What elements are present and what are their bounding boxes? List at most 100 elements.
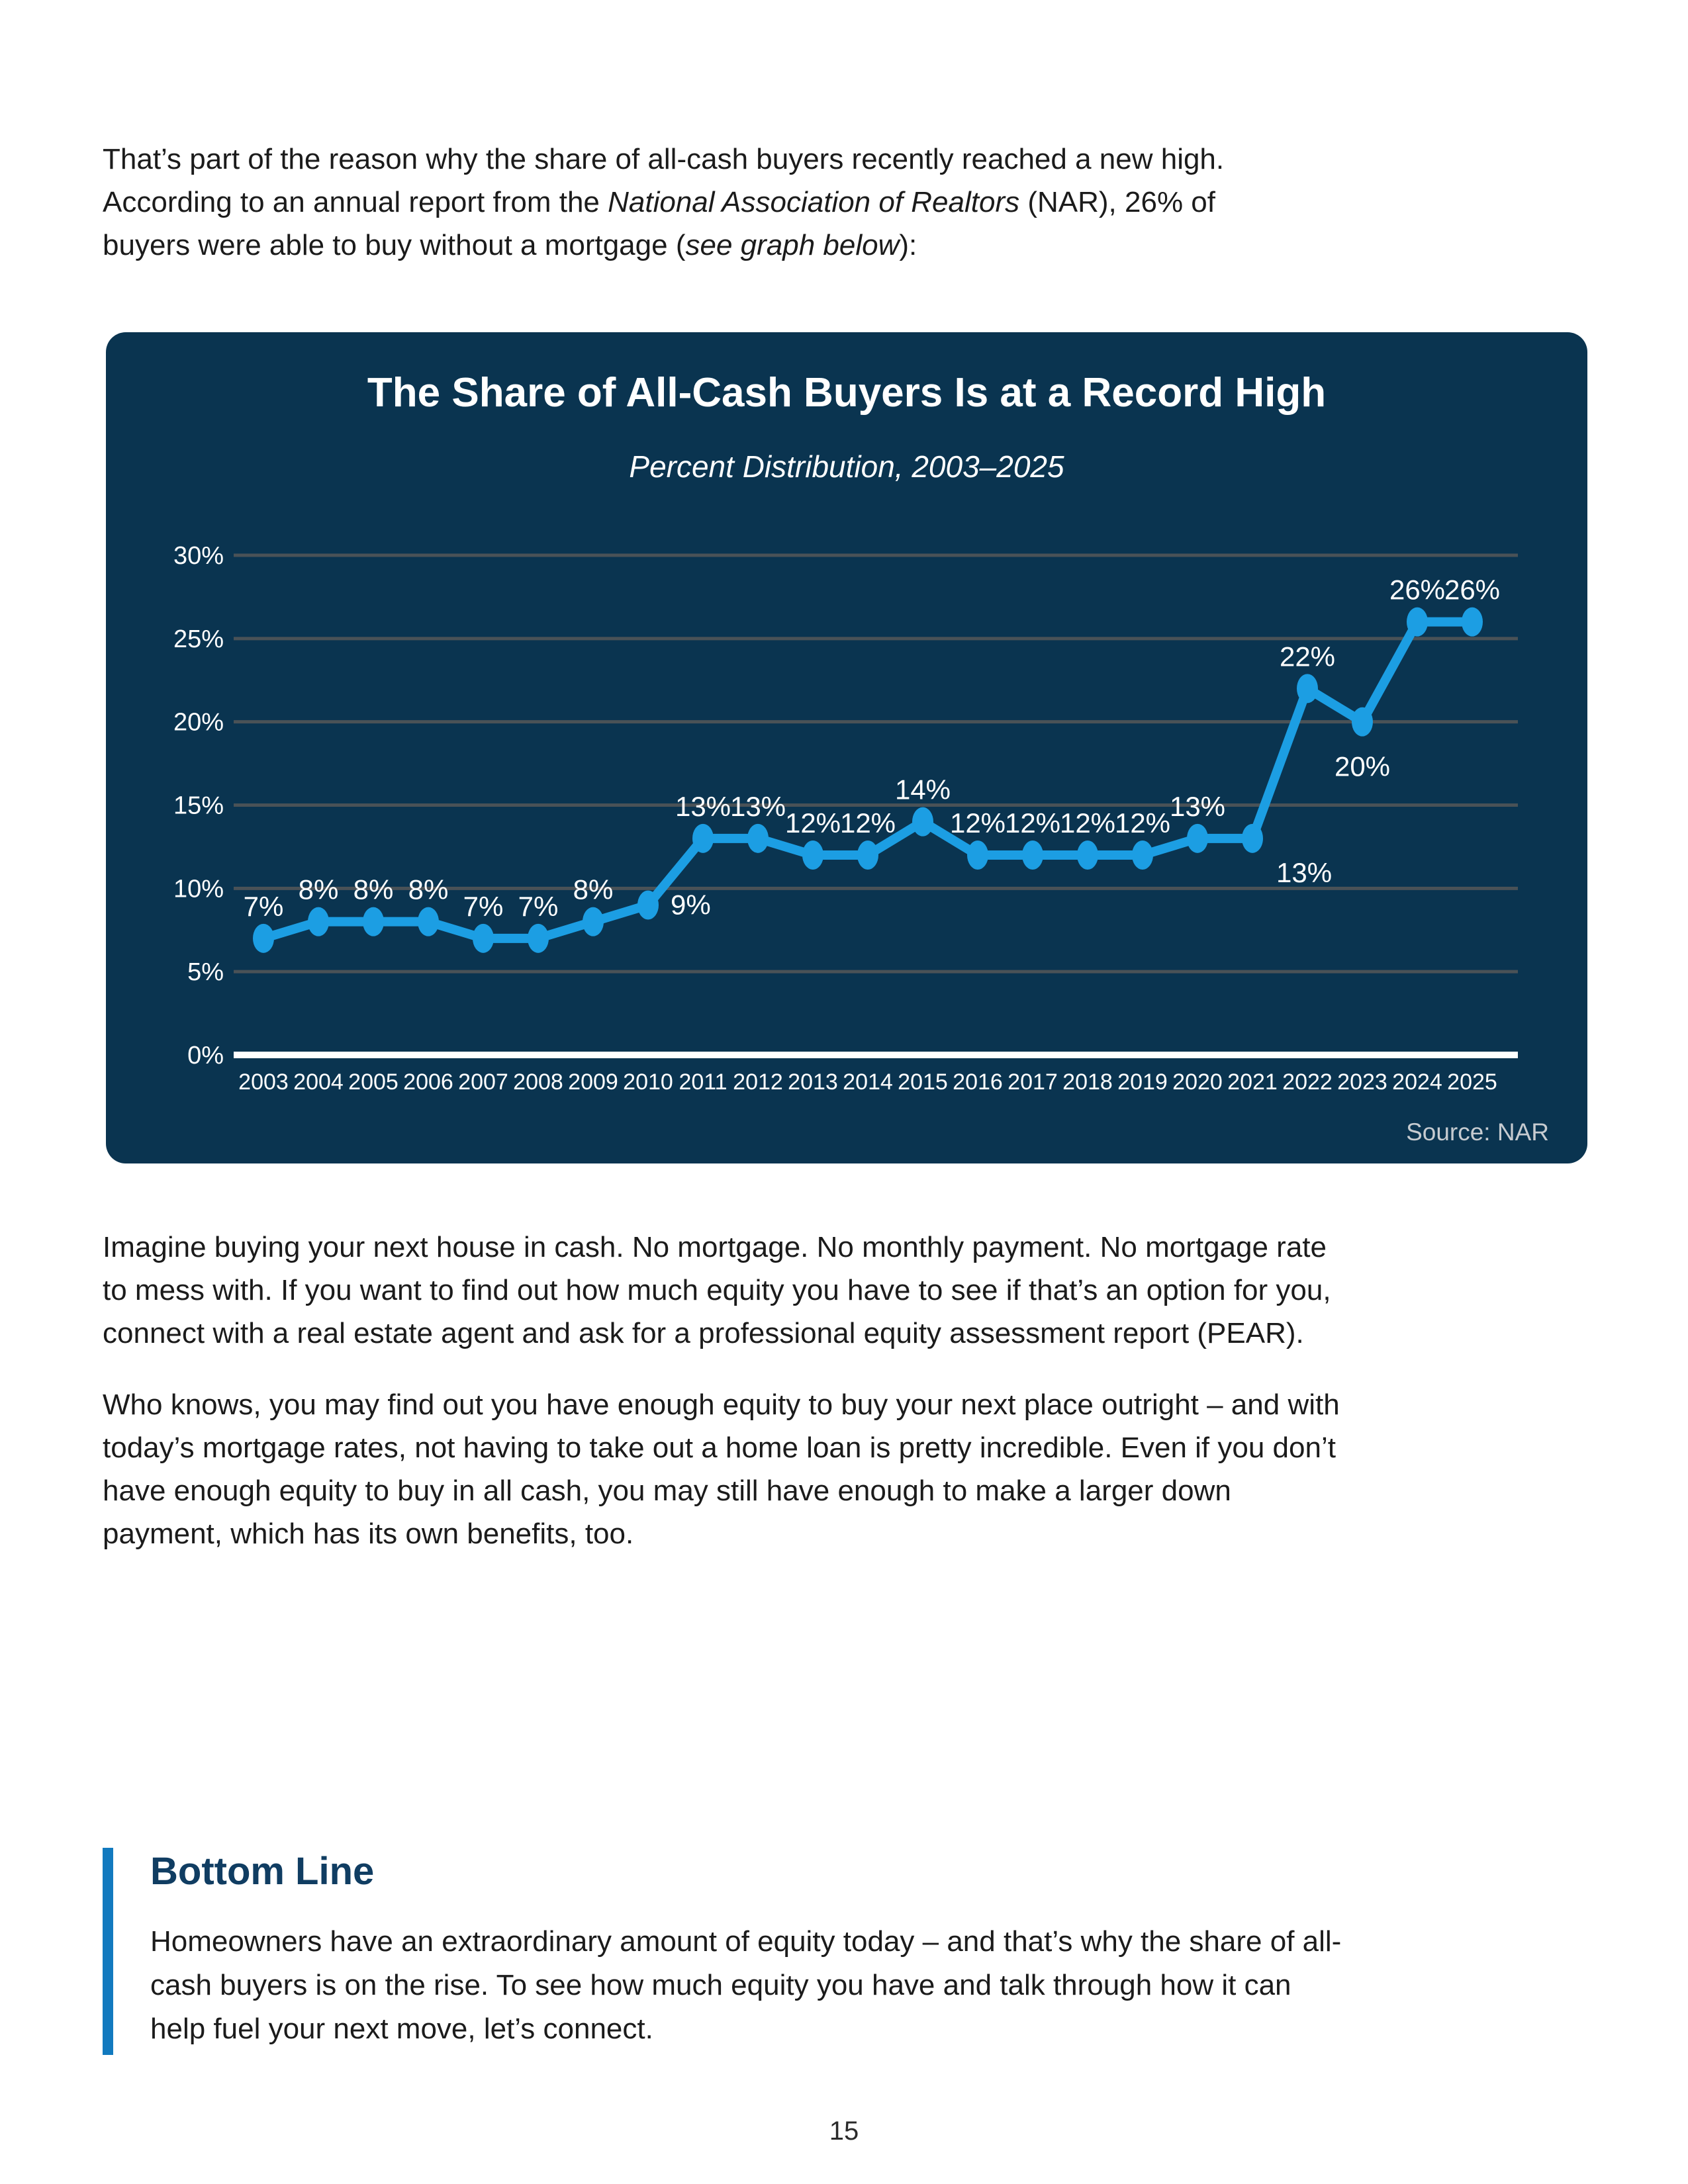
x-axis-label: 2025 <box>1447 1069 1497 1095</box>
data-point <box>528 923 549 953</box>
y-axis-label: 25% <box>173 625 224 653</box>
text-segment: have enough equity to buy in all cash, y… <box>103 1475 1231 1507</box>
bottom-line-section: Bottom Line Homeowners have an extraordi… <box>103 1848 1592 2055</box>
text-segment: According to an annual report from the <box>103 186 608 218</box>
x-axis-label: 2015 <box>898 1069 948 1095</box>
x-axis-label: 2006 <box>403 1069 453 1095</box>
bottom-line-content: Bottom Line Homeowners have an extraordi… <box>150 1848 1527 2055</box>
bottom-line-text: Homeowners have an extraordinary amount … <box>150 1920 1527 2051</box>
data-point <box>1462 607 1483 637</box>
data-point-label: 8% <box>353 874 394 905</box>
text-segment: ): <box>899 229 917 261</box>
x-axis-label: 2010 <box>623 1069 673 1095</box>
data-point <box>692 823 714 853</box>
text-segment: help fuel your next move, let’s connect. <box>150 2013 653 2045</box>
chart-title: The Share of All-Cash Buyers Is at a Rec… <box>367 370 1327 416</box>
data-point <box>418 907 439 936</box>
text-segment: Who knows, you may find out you have eno… <box>103 1388 1340 1421</box>
text-segment: connect with a real estate agent and ask… <box>103 1317 1304 1349</box>
data-point <box>637 890 659 920</box>
x-axis-label: 2012 <box>733 1069 783 1095</box>
x-axis-label: 2018 <box>1062 1069 1113 1095</box>
y-axis-label: 20% <box>173 709 224 737</box>
data-point-label: 8% <box>408 874 449 905</box>
chart-source: Source: NAR <box>1406 1118 1549 1146</box>
body-paragraph-1: Imagine buying your next house in cash. … <box>103 1226 1585 1355</box>
text-segment: (NAR), 26% of <box>1019 186 1215 218</box>
x-axis-label: 2011 <box>679 1069 727 1095</box>
y-axis-label: 0% <box>187 1042 224 1069</box>
bottom-line-heading: Bottom Line <box>150 1850 375 1893</box>
data-point <box>1077 841 1098 870</box>
data-point-label: 12% <box>1115 807 1170 839</box>
chart-card: The Share of All-Cash Buyers Is at a Rec… <box>106 332 1587 1163</box>
text-segment: cash buyers is on the rise. To see how m… <box>150 1969 1291 2001</box>
data-point <box>253 923 274 953</box>
data-point-label: 7% <box>463 891 504 922</box>
x-axis-label: 2017 <box>1008 1069 1058 1095</box>
intro-paragraph: That’s part of the reason why the share … <box>103 138 1572 267</box>
x-axis-label: 2023 <box>1337 1069 1387 1095</box>
data-point <box>363 907 384 936</box>
page-number: 15 <box>829 2116 859 2146</box>
x-axis-label: 2020 <box>1172 1069 1223 1095</box>
data-point <box>473 923 494 953</box>
data-point-label: 13% <box>675 791 731 822</box>
y-axis-label: 5% <box>187 958 224 986</box>
data-point-label: 20% <box>1335 751 1390 782</box>
body-paragraph-2: Who knows, you may find out you have eno… <box>103 1383 1585 1555</box>
x-axis-label: 2016 <box>953 1069 1003 1095</box>
x-axis-label: 2004 <box>293 1069 344 1095</box>
x-axis-label: 2024 <box>1392 1069 1442 1095</box>
data-point-label: 14% <box>895 774 951 805</box>
y-axis-label: 10% <box>173 875 224 903</box>
data-point-label: 13% <box>1170 791 1225 822</box>
text-segment: see graph below <box>685 229 900 261</box>
data-point <box>1407 607 1428 637</box>
data-point <box>857 841 878 870</box>
accent-bar <box>103 1848 113 2055</box>
text-segment: payment, which has its own benefits, too… <box>103 1518 634 1550</box>
data-point-label: 7% <box>518 891 559 922</box>
text-segment: National Association of Realtors <box>608 186 1020 218</box>
x-axis-label: 2009 <box>568 1069 618 1095</box>
data-point <box>1022 841 1043 870</box>
data-point-label: 12% <box>1060 807 1115 839</box>
data-point-label: 8% <box>299 874 339 905</box>
data-point-label: 12% <box>950 807 1006 839</box>
x-axis-label: 2013 <box>788 1069 838 1095</box>
data-point <box>1352 707 1373 737</box>
data-point <box>967 841 988 870</box>
x-axis-label: 2022 <box>1282 1069 1333 1095</box>
x-axis-label: 2003 <box>238 1069 289 1095</box>
data-point-label: 22% <box>1280 641 1335 672</box>
data-point <box>747 823 769 853</box>
data-point-label: 12% <box>1005 807 1060 839</box>
text-segment: buyers were able to buy without a mortga… <box>103 229 686 261</box>
data-point-label: 13% <box>730 791 786 822</box>
data-point <box>912 807 933 837</box>
x-axis-label: 2019 <box>1117 1069 1168 1095</box>
data-point <box>583 907 604 936</box>
data-point-label: 9% <box>671 889 711 921</box>
x-axis-label: 2005 <box>348 1069 399 1095</box>
data-point <box>1132 841 1153 870</box>
text-segment: Imagine buying your next house in cash. … <box>103 1231 1327 1263</box>
text-segment: That’s part of the reason why the share … <box>103 143 1225 175</box>
data-point <box>308 907 329 936</box>
data-point <box>802 841 823 870</box>
all-cash-buyers-line-chart: 0%5%10%15%20%25%30%2003 2004 2005 2006 2007 2… <box>173 542 1518 1095</box>
data-point-label: 7% <box>244 891 284 922</box>
data-point-label: 12% <box>785 807 841 839</box>
x-axis-label: 2014 <box>843 1069 893 1095</box>
chart-subtitle: Percent Distribution, 2003–2025 <box>629 449 1064 484</box>
x-axis-label: 2007 <box>458 1069 508 1095</box>
x-axis-label: 2021 <box>1227 1069 1278 1095</box>
data-point-label: 26% <box>1444 574 1500 606</box>
data-point <box>1297 674 1318 704</box>
y-axis-label: 15% <box>173 792 224 820</box>
data-point <box>1187 823 1208 853</box>
text-segment: to mess with. If you want to find out ho… <box>103 1274 1331 1306</box>
x-axis-label: 2008 <box>513 1069 563 1095</box>
y-axis-label: 30% <box>173 542 224 570</box>
